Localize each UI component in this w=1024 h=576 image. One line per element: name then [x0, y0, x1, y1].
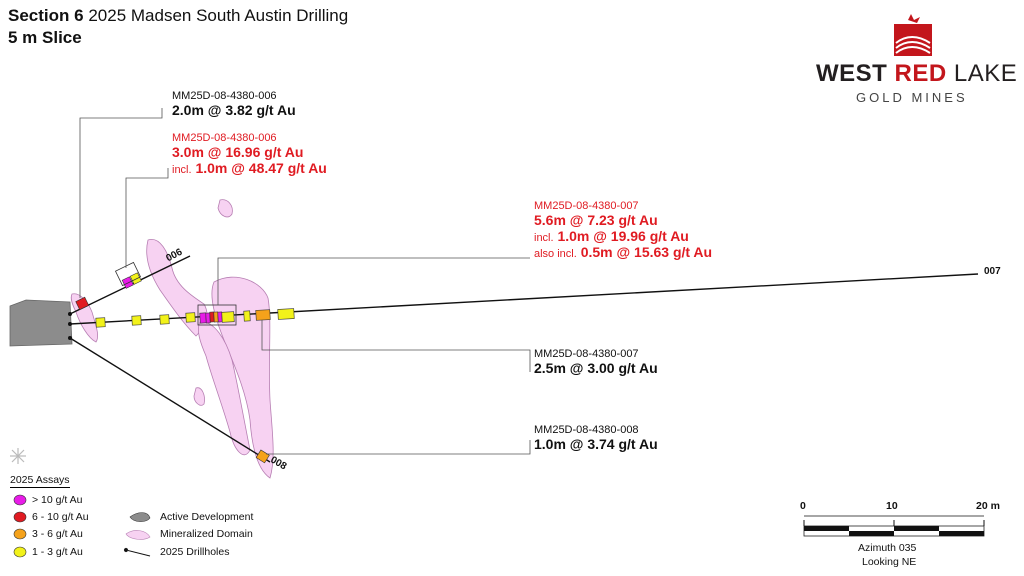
callout-hole-id: MM25D-08-4380-006 — [172, 90, 277, 102]
page-subtitle: 5 m Slice — [8, 28, 82, 47]
assays-hole-007 — [95, 308, 295, 328]
legend-symbols — [13, 494, 151, 558]
title-rest: 2025 Madsen South Austin Drilling — [88, 6, 349, 25]
legend-domain-swatch — [125, 530, 151, 540]
logo-mark — [894, 14, 932, 56]
legend-active-swatch — [129, 512, 151, 522]
incl-prefix: incl. — [172, 164, 192, 176]
leader-lines — [79, 108, 531, 455]
assay-1-3 — [131, 315, 142, 326]
callout-intercept: 1.0m @ 3.74 g/t Au — [534, 436, 658, 452]
logo-word-west: WEST — [816, 60, 888, 87]
callout-1: MM25D-08-4380-006 2.0m @ 3.82 g/t Au — [172, 90, 296, 118]
leader-c3 — [217, 257, 530, 305]
incl-value: 1.0m @ 19.96 g/t Au — [557, 228, 689, 244]
assay-1-3 — [221, 311, 235, 323]
logo-wordmark: WEST RED LAKE — [816, 60, 1017, 88]
assay-1-3 — [185, 312, 196, 323]
assay-1-3 — [243, 310, 251, 322]
assay-1-3 — [129, 272, 142, 285]
incl-prefix: incl. — [534, 232, 554, 244]
azimuth-label: Azimuth 035 — [858, 542, 917, 554]
assay-gt10 — [199, 312, 207, 324]
scale-label-20: 20 m — [976, 500, 1000, 512]
active-development — [9, 299, 73, 347]
scale-bar — [803, 515, 985, 537]
collar-point — [68, 322, 72, 326]
callout-hole-id: MM25D-08-4380-007 — [534, 200, 639, 212]
callout-2: MM25D-08-4380-006 3.0m @ 16.96 g/t Au in… — [172, 132, 327, 176]
callout-hole-id: MM25D-08-4380-006 — [172, 132, 277, 144]
legend-swatch-1-3 — [13, 546, 27, 558]
callout-incl: incl. 1.0m @ 48.47 g/t Au — [172, 160, 327, 176]
assay-1-3 — [95, 317, 106, 328]
legend-swatch-6-10 — [13, 511, 27, 523]
legend-item-gt10: > 10 g/t Au — [32, 494, 83, 506]
legend-item-6-10: 6 - 10 g/t Au — [32, 511, 89, 523]
leader-c5 — [266, 440, 531, 455]
callout-intercept: 2.0m @ 3.82 g/t Au — [172, 102, 296, 118]
collar-point — [68, 336, 72, 340]
page-title: Section 6 2025 Madsen South Austin Drill… — [8, 6, 348, 26]
scale-label-10: 10 — [886, 500, 898, 512]
legend-swatch-gt10 — [13, 494, 27, 506]
legend-title: 2025 Assays — [10, 474, 70, 488]
legend-item-1-3: 1 - 3 g/t Au — [32, 546, 83, 558]
legend-item-drillholes: 2025 Drillholes — [160, 546, 230, 558]
incl-value: 1.0m @ 48.47 g/t Au — [195, 160, 327, 176]
mineralized-domains — [70, 199, 274, 479]
drill-traces — [69, 255, 979, 463]
callout-intercept: 5.6m @ 7.23 g/t Au — [534, 212, 658, 228]
drillhole-label-007: 007 — [984, 266, 1001, 277]
callout-hole-id: MM25D-08-4380-008 — [534, 424, 639, 436]
legend-item-3-6: 3 - 6 g/t Au — [32, 528, 83, 540]
drillhole-008-trace — [69, 337, 271, 463]
legend-drillhole-line — [125, 549, 151, 557]
assay-1-3 — [277, 308, 295, 320]
collar-point — [68, 312, 72, 316]
also-value: 0.5m @ 15.63 g/t Au — [580, 244, 713, 260]
leader-c4 — [261, 320, 531, 372]
mineralized-domain — [198, 321, 251, 456]
legend-item-active-development: Active Development — [160, 511, 254, 523]
leader-c1 — [79, 108, 163, 298]
leader-c2 — [125, 168, 169, 268]
looking-label: Looking NE — [862, 556, 917, 568]
assay-3-6 — [255, 309, 271, 321]
assays-hole-008 — [255, 449, 270, 464]
assay-3-6 — [255, 449, 270, 464]
scale-label-0: 0 — [800, 500, 806, 512]
callout-3: MM25D-08-4380-007 5.6m @ 7.23 g/t Au inc… — [534, 200, 712, 260]
callout-hole-id: MM25D-08-4380-007 — [534, 348, 639, 360]
callout-intercept: 3.0m @ 16.96 g/t Au — [172, 144, 304, 160]
callout-5: MM25D-08-4380-008 1.0m @ 3.74 g/t Au — [534, 424, 658, 452]
legend-swatch-3-6 — [13, 528, 27, 540]
callout-incl: incl. 1.0m @ 19.96 g/t Au — [534, 228, 712, 244]
compass-icon — [10, 448, 26, 464]
mineralized-domain — [193, 387, 205, 406]
logo-word-lake: LAKE — [953, 60, 1018, 87]
collars — [68, 312, 72, 340]
callout-also-incl: also incl. 0.5m @ 15.63 g/t Au — [534, 244, 712, 260]
title-bold: Section 6 — [8, 6, 84, 25]
callout-intercept: 2.5m @ 3.00 g/t Au — [534, 360, 658, 376]
assay-1-3 — [159, 314, 170, 325]
interval-boxes — [114, 261, 237, 326]
assay-6-10 — [75, 296, 90, 311]
also-prefix: also incl. — [534, 248, 577, 260]
assay-gt10 — [121, 276, 134, 289]
mineralized-domain — [217, 199, 233, 218]
assays-hole-006 — [75, 272, 142, 311]
legend-item-mineralized-domain: Mineralized Domain — [160, 528, 253, 540]
logo-subtitle: GOLD MINES — [856, 90, 968, 105]
interval-box — [114, 261, 142, 287]
interval-box — [197, 304, 237, 326]
logo-word-red: RED — [894, 60, 947, 87]
callout-4: MM25D-08-4380-007 2.5m @ 3.00 g/t Au — [534, 348, 658, 376]
